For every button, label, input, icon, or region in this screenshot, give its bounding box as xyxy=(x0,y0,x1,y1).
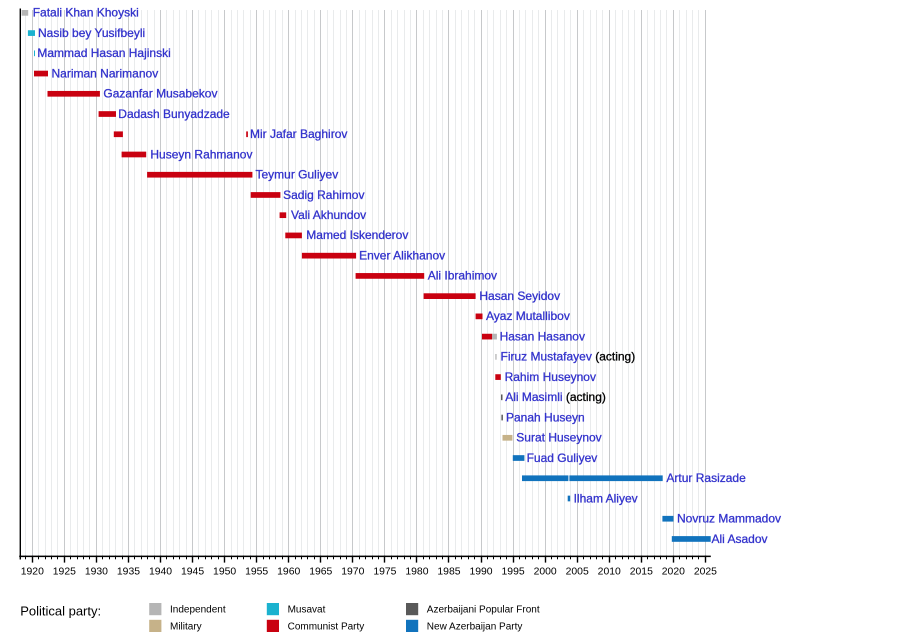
svg-text:Nariman Narimanov: Nariman Narimanov xyxy=(52,66,159,80)
svg-text:1960: 1960 xyxy=(277,567,300,578)
svg-text:1985: 1985 xyxy=(437,567,460,578)
svg-text:Vali Akhundov: Vali Akhundov xyxy=(291,208,366,222)
svg-text:Mammad Hasan Hajinski: Mammad Hasan Hajinski xyxy=(37,46,170,60)
svg-text:2015: 2015 xyxy=(630,567,653,578)
svg-text:2025: 2025 xyxy=(694,567,717,578)
svg-text:Nasib bey Yusifbeyli: Nasib bey Yusifbeyli xyxy=(38,26,145,40)
svg-text:Communist Party: Communist Party xyxy=(288,622,365,633)
svg-text:2010: 2010 xyxy=(598,567,621,578)
svg-text:1965: 1965 xyxy=(309,567,332,578)
svg-text:1935: 1935 xyxy=(117,567,140,578)
svg-text:1970: 1970 xyxy=(341,567,364,578)
svg-text:Gazanfar Musabekov: Gazanfar Musabekov xyxy=(103,87,217,101)
svg-text:Sadig Rahimov: Sadig Rahimov xyxy=(283,188,364,202)
svg-text:Mir Jafar Baghirov: Mir Jafar Baghirov xyxy=(250,127,347,141)
svg-text:2005: 2005 xyxy=(566,567,589,578)
svg-text:1955: 1955 xyxy=(245,567,268,578)
svg-text:Ali Asadov: Ali Asadov xyxy=(712,532,768,546)
svg-text:Ayaz Mutallibov: Ayaz Mutallibov xyxy=(486,309,570,323)
svg-text:1990: 1990 xyxy=(469,567,492,578)
svg-text:Panah Huseyn: Panah Huseyn xyxy=(506,410,585,424)
svg-text:Rahim Huseynov: Rahim Huseynov xyxy=(505,370,596,384)
svg-text:Hasan Hasanov: Hasan Hasanov xyxy=(500,329,585,343)
svg-text:Hasan Seyidov: Hasan Seyidov xyxy=(479,289,560,303)
svg-text:Musavat: Musavat xyxy=(288,605,326,616)
svg-text:1945: 1945 xyxy=(181,567,204,578)
svg-text:New Azerbaijan Party: New Azerbaijan Party xyxy=(427,622,523,633)
svg-text:1925: 1925 xyxy=(53,567,76,578)
svg-text:2020: 2020 xyxy=(662,567,685,578)
svg-text:Independent: Independent xyxy=(170,605,226,616)
svg-text:Ali Masimli (acting): Ali Masimli (acting) xyxy=(505,390,606,404)
svg-text:2000: 2000 xyxy=(534,567,557,578)
svg-text:1975: 1975 xyxy=(373,567,396,578)
svg-text:Ali Ibrahimov: Ali Ibrahimov xyxy=(428,269,497,283)
svg-text:Surat Huseynov: Surat Huseynov xyxy=(516,431,601,445)
svg-text:Huseyn Rahmanov: Huseyn Rahmanov xyxy=(150,147,252,161)
svg-text:Novruz Mammadov: Novruz Mammadov xyxy=(677,512,781,526)
svg-text:1950: 1950 xyxy=(213,567,236,578)
svg-text:Artur Rasizade: Artur Rasizade xyxy=(666,471,746,485)
svg-text:Political party:: Political party: xyxy=(20,604,101,619)
svg-text:Fatali Khan Khoyski: Fatali Khan Khoyski xyxy=(33,6,139,20)
svg-text:1930: 1930 xyxy=(85,567,108,578)
svg-text:1940: 1940 xyxy=(149,567,172,578)
svg-text:1920: 1920 xyxy=(21,567,44,578)
svg-text:Mamed Iskenderov: Mamed Iskenderov xyxy=(306,228,408,242)
svg-text:Fuad Guliyev: Fuad Guliyev xyxy=(527,451,598,465)
svg-text:Teymur Guliyev: Teymur Guliyev xyxy=(256,168,339,182)
svg-text:Enver Alikhanov: Enver Alikhanov xyxy=(359,248,445,262)
svg-text:Firuz Mustafayev (acting): Firuz Mustafayev (acting) xyxy=(501,350,636,364)
svg-text:Ilham Aliyev: Ilham Aliyev xyxy=(574,491,638,505)
svg-text:1980: 1980 xyxy=(405,567,428,578)
svg-text:Azerbaijani Popular Front: Azerbaijani Popular Front xyxy=(427,605,540,616)
svg-text:Dadash Bunyadzade: Dadash Bunyadzade xyxy=(118,107,230,121)
svg-text:Military: Military xyxy=(170,622,202,633)
svg-text:1995: 1995 xyxy=(502,567,525,578)
